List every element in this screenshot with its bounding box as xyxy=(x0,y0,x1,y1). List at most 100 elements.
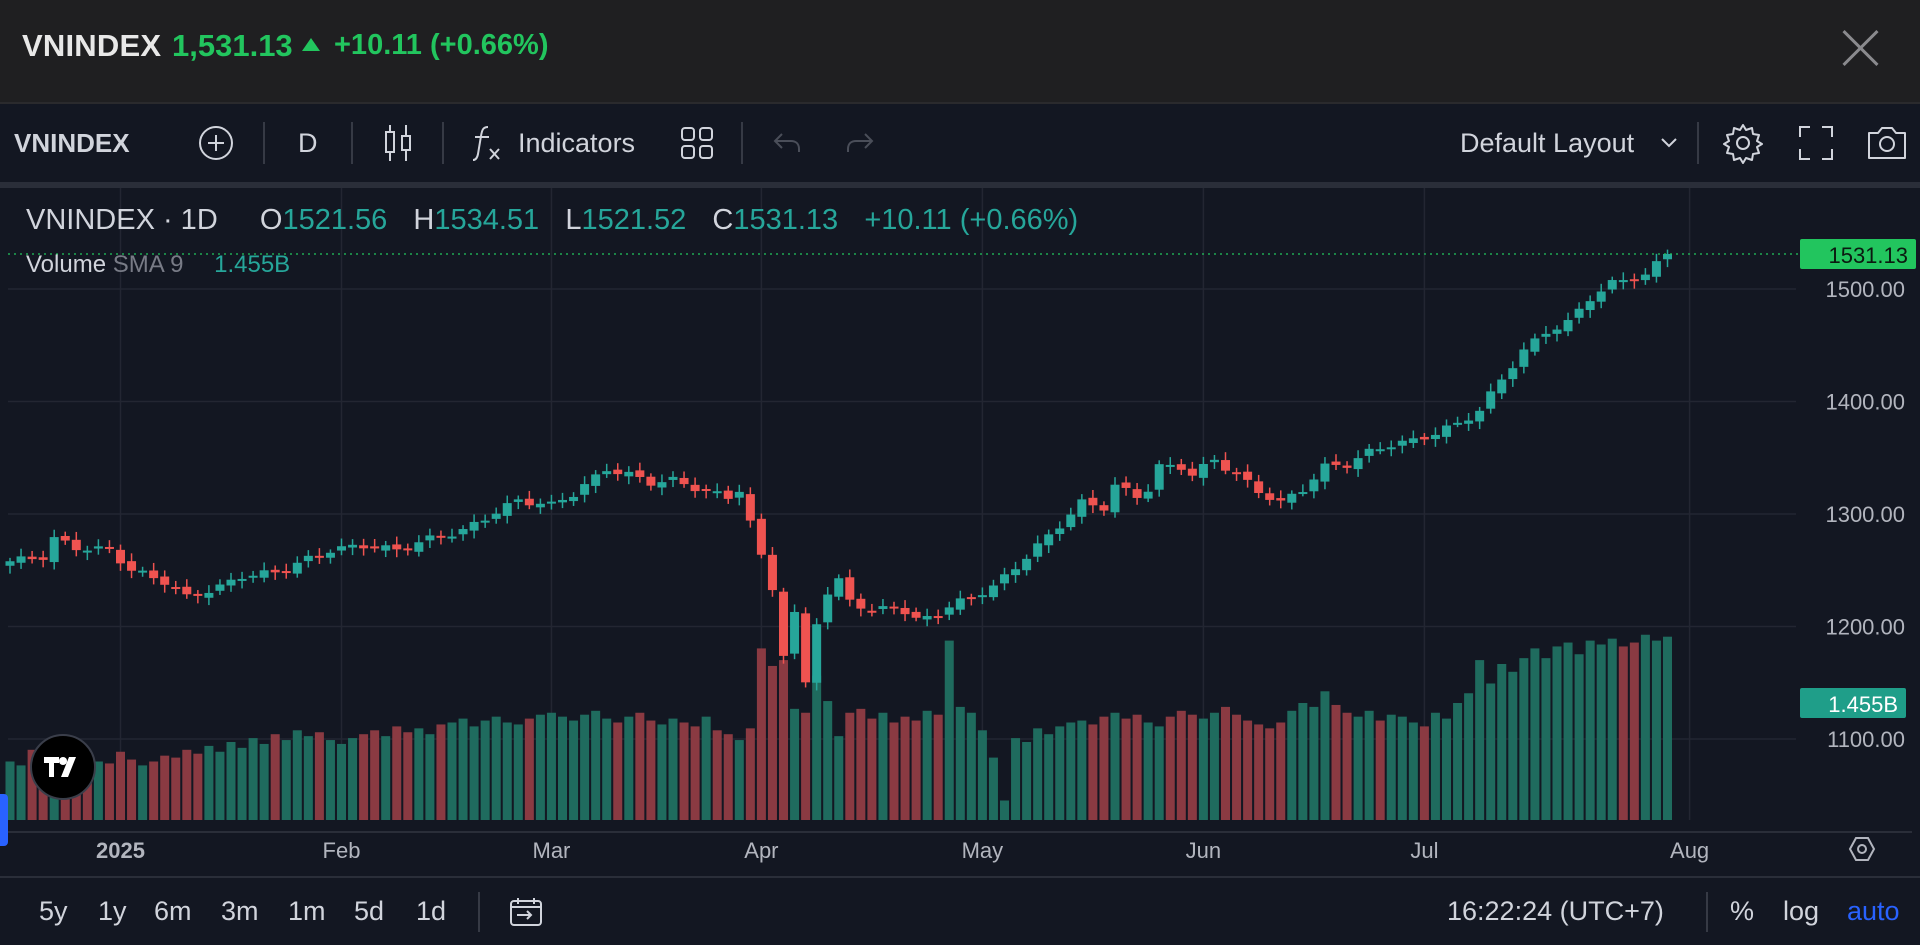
candle-body xyxy=(1331,461,1341,465)
gear-icon[interactable] xyxy=(1722,104,1764,182)
candle-body xyxy=(1342,465,1352,468)
candle-body xyxy=(1629,279,1639,282)
bottom-divider xyxy=(478,892,480,932)
candle-body xyxy=(104,546,114,549)
volume-bar xyxy=(1651,640,1661,820)
candle-body xyxy=(1442,425,1451,437)
fx-icon[interactable] xyxy=(472,104,504,182)
volume-bar xyxy=(889,722,899,820)
range-1y[interactable]: 1y xyxy=(98,896,127,926)
date-range-icon[interactable] xyxy=(509,878,543,945)
candle-body xyxy=(1000,574,1009,584)
range-5y[interactable]: 5y xyxy=(39,896,68,926)
candle-body xyxy=(1618,280,1628,283)
clock-timezone[interactable]: 16:22:24 (UTC+7) xyxy=(1447,896,1664,926)
volume-bar xyxy=(911,720,921,820)
legend-open: 1521.56 xyxy=(282,204,388,236)
range-1d[interactable]: 1d xyxy=(416,896,447,926)
volume-bar xyxy=(116,751,125,820)
volume-bar xyxy=(1663,636,1672,820)
redo-icon[interactable] xyxy=(845,104,875,182)
up-arrow-icon xyxy=(302,38,320,51)
volume-bar xyxy=(204,745,214,820)
layout-selector[interactable]: Default Layout xyxy=(1460,127,1635,158)
x-tick-label: 2025 xyxy=(96,838,145,863)
candle-body xyxy=(801,613,811,683)
camera-icon[interactable] xyxy=(1866,104,1908,182)
tradingview-logo[interactable] xyxy=(30,734,96,800)
volume-bar xyxy=(535,714,545,820)
volume-bar xyxy=(690,726,700,820)
volume-bar xyxy=(1618,646,1628,820)
volume-bar xyxy=(1165,716,1175,820)
close-icon[interactable] xyxy=(1840,28,1880,68)
candle-body xyxy=(823,594,833,623)
x-tick-label: Aug xyxy=(1670,838,1709,863)
grid-icon[interactable] xyxy=(680,104,714,182)
percent-toggle[interactable]: % xyxy=(1730,896,1755,926)
candle-body xyxy=(16,556,26,563)
undo-icon[interactable] xyxy=(772,104,802,182)
volume-bar xyxy=(491,716,501,820)
candle-body xyxy=(1276,498,1286,501)
volume-bar xyxy=(569,720,579,820)
candle-body xyxy=(381,545,391,551)
legend-high-label: H xyxy=(413,204,435,236)
log-toggle[interactable]: log xyxy=(1783,896,1820,926)
plus-circle-icon[interactable] xyxy=(198,104,234,182)
price-chart[interactable]: 1500.00 1400.00 1300.00 1200.00 1100.00 2025 F… xyxy=(0,188,1920,876)
volume-bar xyxy=(248,738,258,820)
candle-body xyxy=(71,539,81,551)
volume-bar xyxy=(1011,738,1021,820)
legend-title[interactable]: VNINDEX · 1D xyxy=(26,204,218,236)
volume-bar xyxy=(1033,728,1043,820)
auto-scale-toggle[interactable]: auto xyxy=(1847,896,1900,926)
candle-body xyxy=(458,529,468,535)
volume-bar xyxy=(414,728,424,820)
range-1m[interactable]: 1m xyxy=(288,896,326,926)
candle-body xyxy=(1519,349,1529,367)
candle-body xyxy=(1574,308,1584,318)
candle-body xyxy=(1077,499,1087,517)
volume-bar xyxy=(1585,640,1595,820)
candle-body xyxy=(1209,459,1219,463)
candle-body xyxy=(580,484,590,495)
volume-bar xyxy=(834,736,844,820)
range-5d[interactable]: 5d xyxy=(354,896,385,926)
volume-bar xyxy=(546,712,556,820)
volume-bar xyxy=(160,755,170,820)
candle-body xyxy=(1265,493,1275,500)
volume-value: 1.455B xyxy=(214,251,291,278)
volume-bar xyxy=(259,743,269,820)
candle-body xyxy=(138,570,148,573)
range-3m[interactable]: 3m xyxy=(221,896,259,926)
indicators-button[interactable]: Indicators xyxy=(518,127,636,158)
volume-bar xyxy=(878,712,888,820)
candles-icon[interactable] xyxy=(383,104,413,182)
candle-body xyxy=(348,544,358,548)
candle-body xyxy=(1497,379,1507,394)
quote-price: 1,531.13 xyxy=(172,28,293,63)
candle-body xyxy=(237,578,247,581)
candle-body xyxy=(1320,463,1330,482)
volume-bar xyxy=(679,722,689,820)
toolbar-symbol[interactable]: VNINDEX xyxy=(14,127,130,158)
candle-body xyxy=(1165,464,1175,467)
interval-button[interactable]: D xyxy=(298,127,318,158)
volume-bar xyxy=(1519,658,1529,820)
candle-body xyxy=(988,585,998,598)
volume-label: Volume xyxy=(26,251,107,278)
candle-body xyxy=(292,562,302,574)
candle-body xyxy=(878,606,888,609)
side-panel-tab[interactable] xyxy=(0,794,8,846)
candle-body xyxy=(1364,448,1374,456)
fullscreen-icon[interactable] xyxy=(1798,104,1834,182)
candle-body xyxy=(403,548,413,551)
volume-bar xyxy=(646,720,656,820)
candle-body xyxy=(1132,489,1142,498)
chevron-down-icon[interactable] xyxy=(1660,104,1678,182)
candle-body xyxy=(812,624,822,683)
candlesticks xyxy=(5,249,1672,691)
range-6m[interactable]: 6m xyxy=(154,896,192,926)
candle-body xyxy=(469,521,479,531)
